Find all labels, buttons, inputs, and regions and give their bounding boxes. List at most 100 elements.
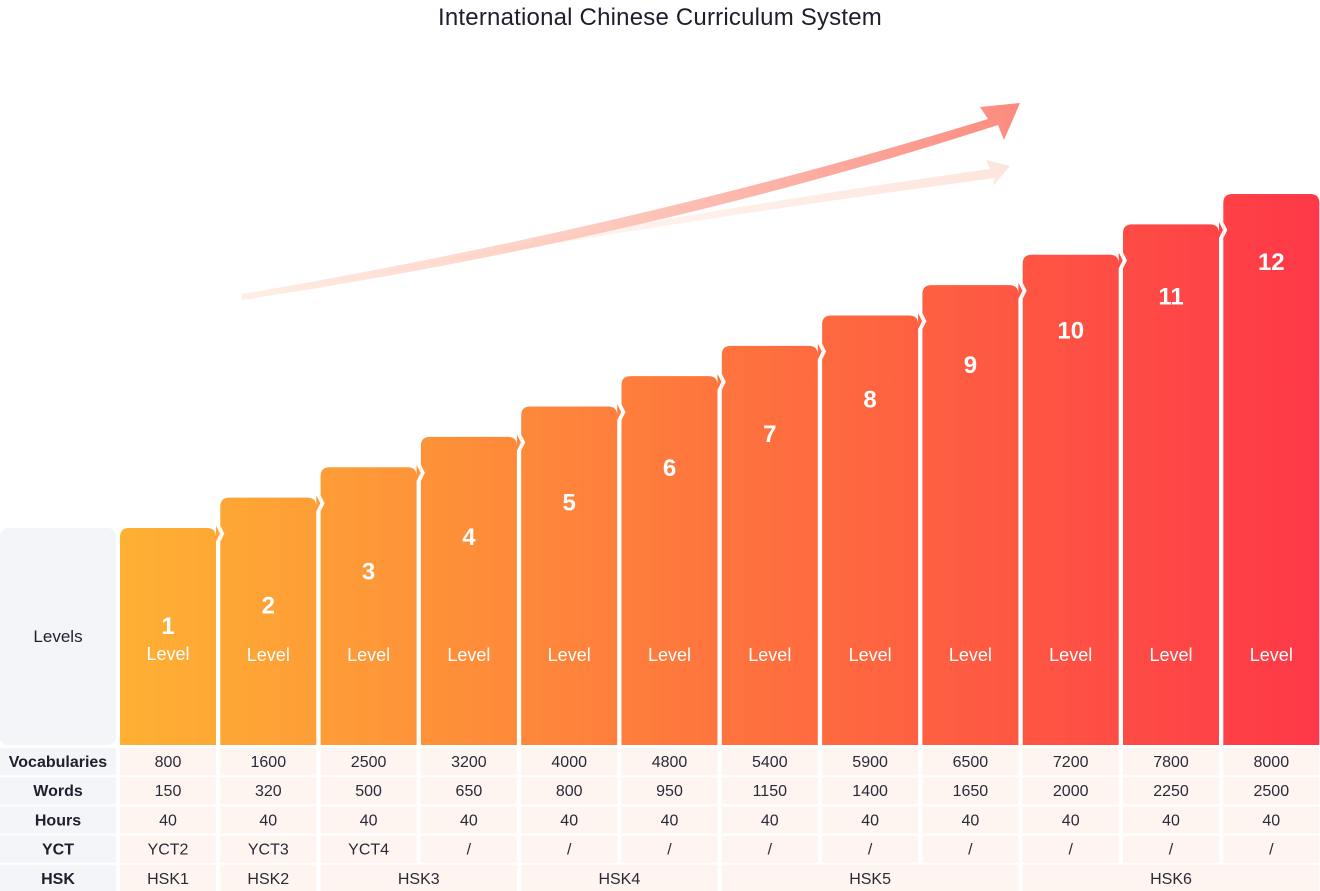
table-cell [1123, 806, 1219, 834]
table-cell-value: 1400 [852, 783, 888, 800]
bar-notch [220, 525, 225, 542]
hsk-group-cell [1022, 864, 1320, 891]
level-bar [721, 343, 822, 745]
level-number-label: 8 [863, 386, 876, 413]
level-word-label: Level [548, 645, 591, 665]
level-bar-group: 11 Level [1123, 222, 1223, 745]
table-cell [721, 748, 818, 776]
table-cell-value: 1150 [753, 783, 788, 800]
stats-table: Vocabularies 800 1600 2500 3200 4000 4800 5400 5… [0, 748, 1320, 891]
row-header-cell [0, 835, 116, 863]
table-cell [621, 806, 718, 834]
bar-notch [1223, 222, 1228, 238]
table-cell [1123, 748, 1219, 776]
table-cell-value: 2000 [1053, 783, 1089, 800]
bar-notch [721, 373, 726, 390]
table-cell [922, 748, 1019, 776]
table-cell [621, 835, 718, 863]
hsk-group-label: HSK3 [398, 871, 440, 888]
table-cell [220, 748, 317, 776]
level-number-label: 5 [563, 490, 576, 517]
level-bar-group: 3 Level [320, 464, 421, 745]
row-header-cell [0, 864, 116, 891]
bar-notch [1022, 282, 1027, 299]
hsk-group-label: HSK1 [147, 871, 189, 888]
trend-arrow-front [242, 103, 1020, 300]
level-word-label: Level [748, 645, 791, 665]
table-cell-value: / [1068, 842, 1073, 859]
table-cell [521, 835, 618, 863]
level-number-label: 9 [964, 352, 977, 379]
level-bar [220, 495, 321, 745]
table-cell-value: 40 [460, 812, 478, 829]
table-cell [822, 777, 919, 805]
table-cell [922, 777, 1019, 805]
table-cell-value: 40 [1162, 812, 1180, 829]
table-cell-value: 8000 [1254, 754, 1290, 771]
hsk-group-cell [521, 864, 718, 891]
table-cell-value: 800 [155, 754, 182, 771]
row-header-cell [0, 748, 116, 776]
level-bars: 1 Level 2 Level 3 Level 4 Level 5 Level 6 Level 7 Lev… [120, 194, 1320, 745]
table-cell [1123, 835, 1219, 863]
level-word-label: Level [1250, 645, 1293, 665]
table-cell [621, 777, 718, 805]
table-cell-value: 40 [360, 812, 378, 829]
table-cell [521, 777, 618, 805]
table-cell-value: 6500 [953, 754, 989, 771]
table-cell [420, 835, 517, 863]
table-cell [1022, 777, 1119, 805]
table-cell-value: YCT2 [148, 842, 189, 859]
table-cell [320, 806, 417, 834]
bar-notch [621, 404, 626, 421]
bar-notch [822, 343, 827, 360]
level-bar-group: 2 Level [220, 495, 321, 745]
table-cell-value: 320 [255, 783, 282, 800]
table-cell [1223, 748, 1320, 776]
table-cell-value: 2500 [351, 754, 387, 771]
chart-title: International Chinese Curriculum System [438, 4, 882, 31]
row-header-label: Vocabularies [9, 754, 108, 771]
level-word-label: Level [146, 644, 189, 664]
table-cell-value: / [667, 842, 672, 859]
level-word-label: Level [949, 645, 992, 665]
level-bar-group: 9 Level [922, 282, 1023, 745]
hsk-group-label: HSK2 [247, 871, 289, 888]
bar-notch [320, 495, 325, 512]
level-number-label: 2 [262, 593, 275, 620]
levels-header-panel [0, 528, 116, 745]
bar-notch [420, 464, 425, 481]
table-cell-value: 500 [355, 783, 382, 800]
table-row: YCT YCT2 YCT3 YCT4 / / / / / / / / / [0, 835, 1320, 863]
table-cell [1022, 806, 1119, 834]
table-cell [320, 835, 417, 863]
level-word-label: Level [648, 645, 691, 665]
level-bar-group: 12 Level [1223, 194, 1320, 745]
row-header-label: YCT [42, 842, 74, 859]
bar-notch [521, 434, 526, 451]
table-cell [220, 835, 317, 863]
table-cell [521, 748, 618, 776]
levels-header-label: Levels [33, 627, 82, 646]
table-cell-value: 950 [656, 783, 683, 800]
table-cell-value: / [567, 842, 572, 859]
table-cell-value: 7800 [1153, 754, 1189, 771]
level-word-label: Level [247, 645, 290, 665]
level-bar [1123, 222, 1223, 745]
table-cell [1223, 777, 1320, 805]
level-bar-group: 6 Level [621, 373, 722, 745]
table-cell [420, 777, 517, 805]
table-cell [621, 748, 718, 776]
table-cell-value: 40 [159, 812, 177, 829]
level-bar [1022, 252, 1123, 745]
table-cell-value: / [868, 842, 873, 859]
hsk-group-label: HSK4 [598, 871, 640, 888]
table-cell-value: 40 [661, 812, 679, 829]
row-header-cell [0, 806, 116, 834]
table-cell-value: / [1269, 842, 1274, 859]
table-cell [1123, 777, 1219, 805]
table-cell [120, 806, 216, 834]
level-bar [621, 373, 722, 745]
bar-notch [922, 313, 927, 330]
table-cell [822, 806, 919, 834]
